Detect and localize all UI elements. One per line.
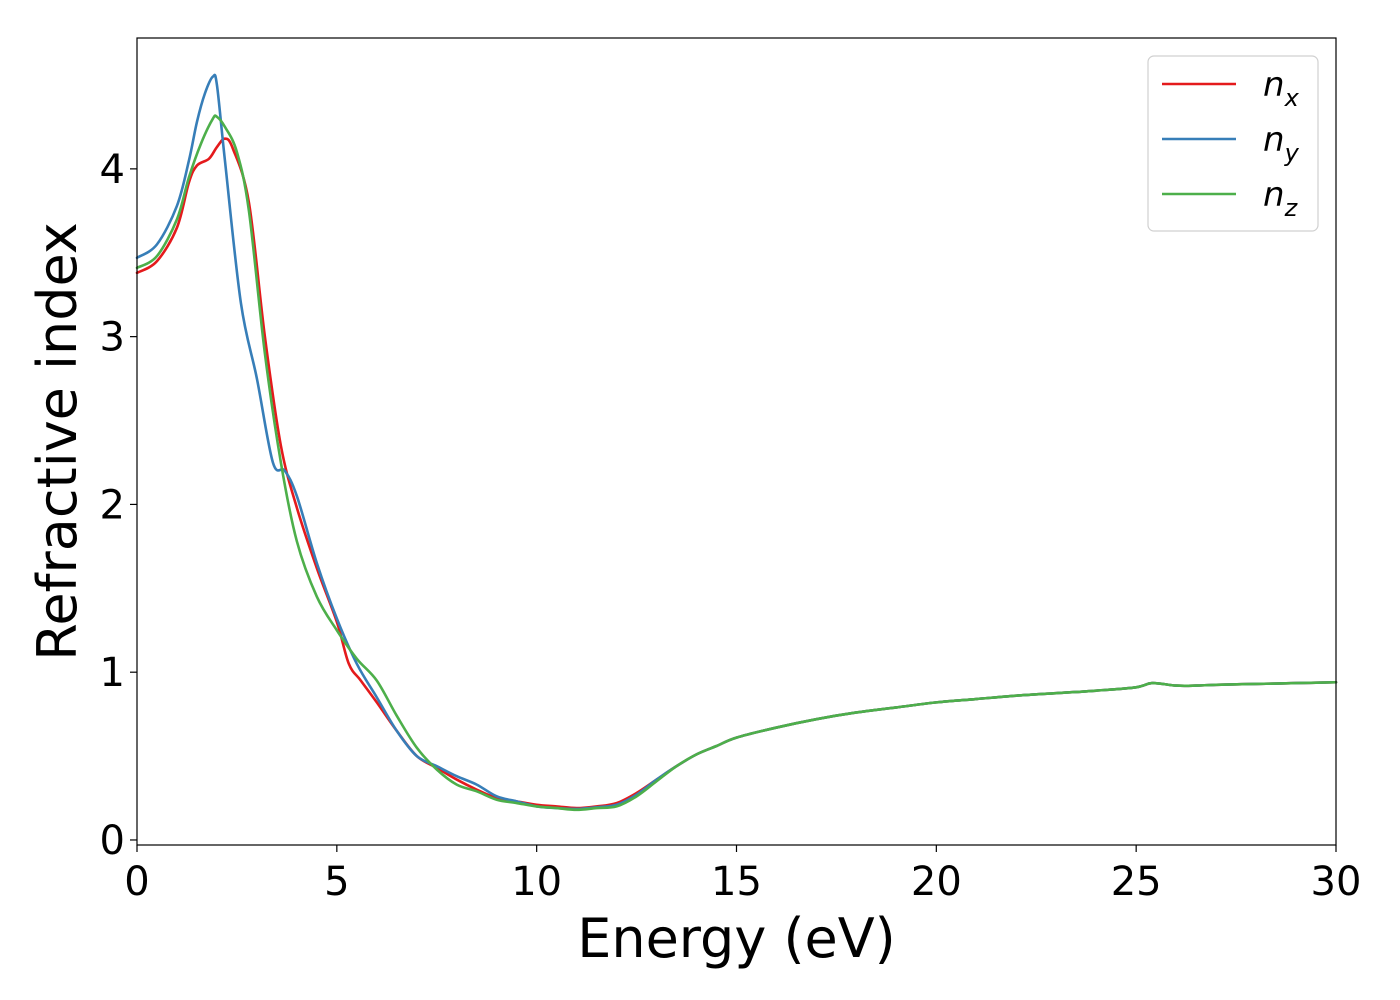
- x-tick-label: 15: [711, 859, 762, 905]
- x-tick-label: 30: [1311, 859, 1362, 905]
- y-tick-label: 3: [100, 315, 125, 361]
- x-axis-label: Energy (eV): [577, 907, 896, 970]
- x-tick-label: 5: [324, 859, 349, 905]
- legend-frame: [1147, 55, 1319, 232]
- y-tick-label: 1: [100, 650, 125, 696]
- y-tick-label: 2: [100, 482, 125, 528]
- series-line-nz: [135, 114, 1338, 812]
- legend-label-nx: nx: [1263, 65, 1300, 112]
- series-layer: [135, 73, 1338, 812]
- y-axis: 0 1 2 3 4: [100, 147, 137, 864]
- x-tick-label: 10: [511, 859, 562, 905]
- x-tick-label: 0: [124, 859, 149, 905]
- legend-label-ny: ny: [1263, 120, 1300, 167]
- y-tick-label: 0: [100, 818, 125, 864]
- x-axis: 0 5 10 15 20 25 30: [124, 845, 1361, 905]
- y-axis-label: Refractive index: [26, 222, 89, 661]
- y-tick-label: 4: [100, 147, 125, 193]
- x-tick-label: 25: [1111, 859, 1162, 905]
- x-tick-label: 20: [911, 859, 962, 905]
